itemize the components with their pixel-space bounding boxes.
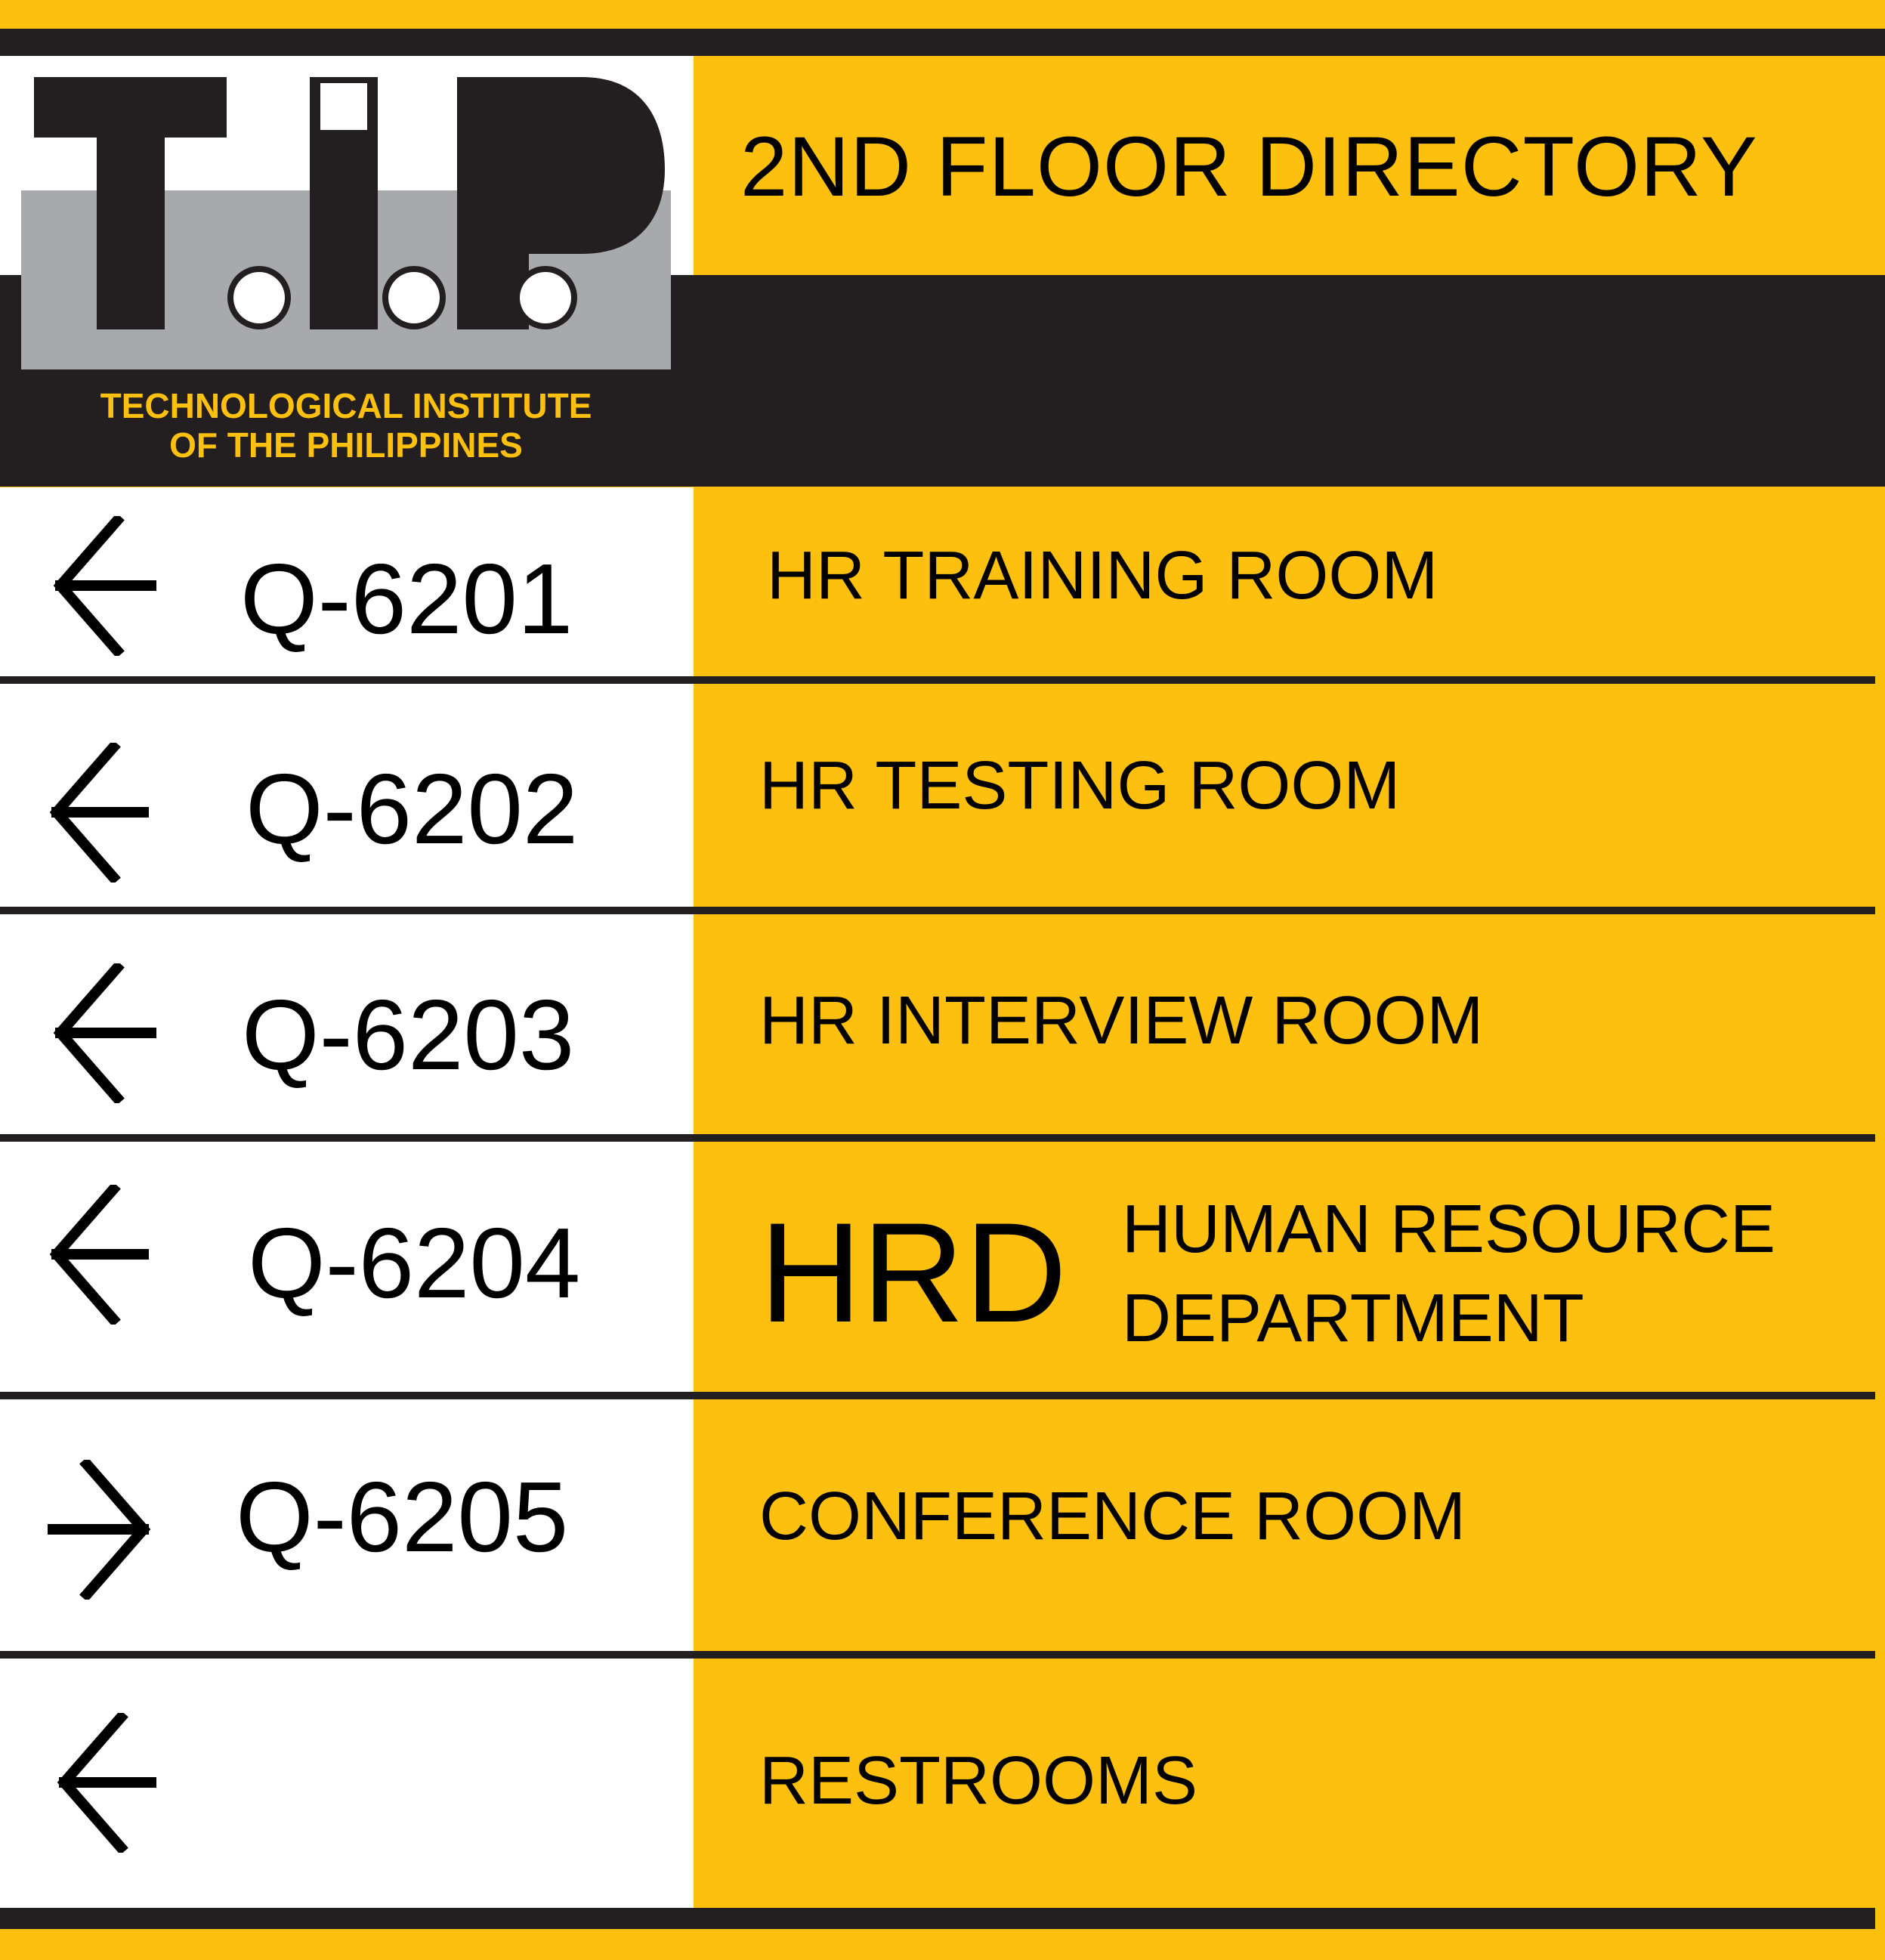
room-name: HR INTERVIEW ROOM [759,983,1484,1059]
left-arrow-icon [42,1185,155,1325]
header-dark-band [694,275,1885,487]
header: TECHNOLOGICAL INSTITUTE OF THE PHILIPPIN… [0,0,1885,487]
row-divider [0,676,1875,684]
directory-list [0,487,1885,1960]
page-title: 2ND FLOOR DIRECTORY [740,119,1758,214]
department-name-line1: HUMAN RESOURCE [1122,1192,1776,1267]
tip-logo [0,56,694,487]
room-name: HR TESTING ROOM [759,748,1401,824]
room-code: Q-6204 [248,1207,581,1319]
tip-logo-mark [21,77,671,369]
directory-row: Q-6204 [0,1142,1885,1392]
row-divider [0,1651,1875,1659]
directory-row: Q-6202 HR TESTING ROOM [0,684,1885,907]
room-code: Q-6205 [236,1461,569,1572]
department-name-line2: DEPARTMENT [1122,1281,1584,1356]
room-name: CONFERENCE ROOM [759,1479,1466,1554]
directory-row: Q-6203 HR INTERVIEW ROOM [0,914,1885,1134]
room-code: Q-6201 [240,543,573,654]
room-code: Q-6203 [242,979,575,1090]
logo-name-line2: OF THE PHILIPPINES [169,425,523,465]
department-abbreviation: HRD [759,1193,1068,1352]
room-code-column [0,487,694,1908]
right-arrow-icon [45,1460,159,1600]
left-arrow-icon [49,1713,162,1853]
room-name: RESTROOMS [759,1743,1198,1819]
department-name: HUMAN RESOURCE DEPARTMENT [1122,1185,1775,1363]
room-name: HR TRAINING ROOM [767,538,1438,614]
top-border [0,29,1885,56]
left-arrow-icon [45,963,159,1103]
row-divider [0,1392,1875,1399]
bottom-border [0,1908,1875,1929]
directory-row: Q-6205 CONFERENCE ROOM [0,1399,1885,1651]
room-code: Q-6202 [246,753,579,864]
directory-row: RESTROOMS [0,1659,1885,1908]
logo-name-line1: TECHNOLOGICAL INSTITUTE [100,386,592,425]
row-divider [0,1134,1875,1142]
left-arrow-icon [45,516,159,656]
directory-row: Q-6201 HR TRAINING ROOM [0,487,1885,676]
left-arrow-icon [42,743,155,883]
row-divider [0,907,1875,914]
